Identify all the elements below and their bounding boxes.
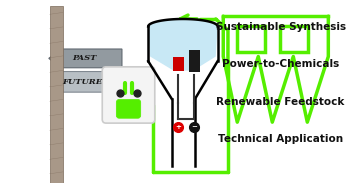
Bar — [173, 57, 184, 70]
Text: PAST: PAST — [72, 54, 97, 62]
Text: Renewable Feedstock: Renewable Feedstock — [216, 97, 345, 107]
FancyBboxPatch shape — [102, 67, 155, 123]
Text: Sustainable Synthesis: Sustainable Synthesis — [216, 22, 346, 32]
Text: Technical Application: Technical Application — [218, 134, 343, 144]
Text: −: − — [191, 124, 197, 130]
Polygon shape — [49, 49, 122, 68]
Bar — [237, 26, 266, 52]
Bar — [50, 6, 63, 183]
Polygon shape — [148, 19, 218, 70]
Bar — [280, 26, 308, 52]
Polygon shape — [52, 71, 127, 92]
FancyBboxPatch shape — [116, 99, 141, 118]
Bar — [189, 50, 200, 72]
Text: FUTURE: FUTURE — [63, 78, 103, 86]
Text: +: + — [175, 124, 181, 130]
Text: Power-to-Chemicals: Power-to-Chemicals — [222, 59, 339, 69]
